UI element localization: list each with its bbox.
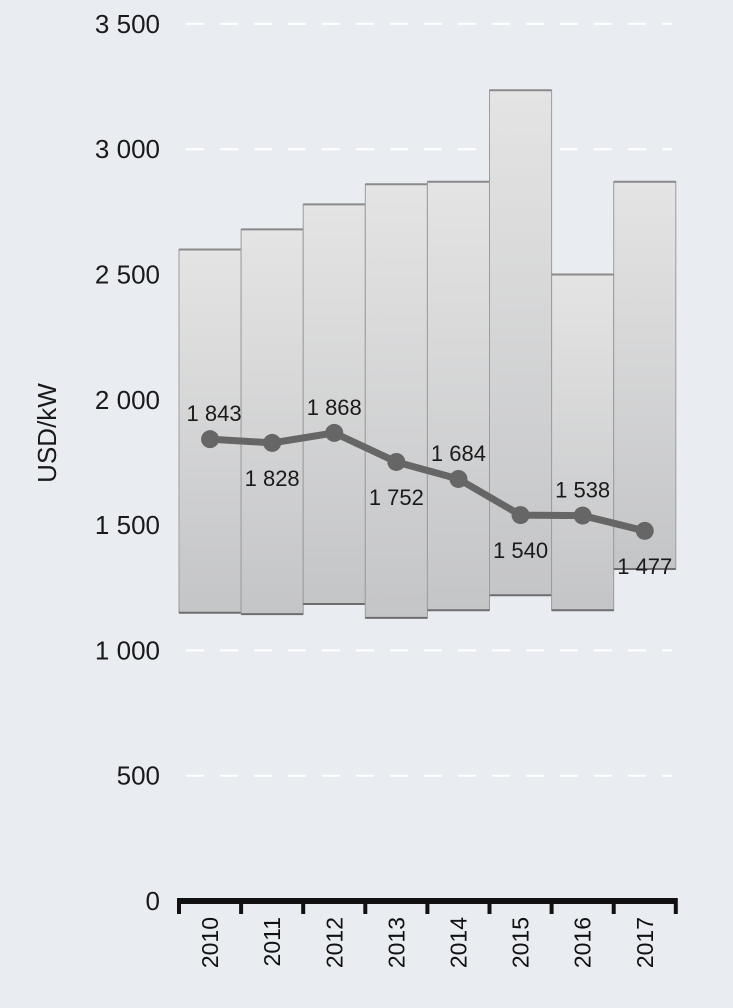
average-line — [206, 429, 649, 535]
data-label: 1 538 — [555, 478, 610, 503]
line-point — [449, 469, 468, 488]
range-bar — [302, 203, 366, 605]
average-line-series — [201, 423, 654, 540]
range-bars — [178, 89, 677, 619]
data-label: 1 828 — [245, 466, 300, 491]
x-tick-label: 2013 — [383, 917, 409, 968]
line-point — [511, 506, 530, 525]
data-labels: 1 843 1 828 1 868 1 752 1 684 1 540 1 538 1 477 — [187, 395, 673, 579]
line-point — [201, 430, 220, 449]
line-point — [325, 423, 344, 442]
x-tick-label: 2017 — [632, 917, 658, 968]
data-label: 1 540 — [493, 538, 548, 563]
data-label: 1 843 — [187, 401, 242, 426]
x-tick-label: 2016 — [570, 917, 596, 968]
line-point — [263, 433, 282, 452]
y-axis-title: USD/kW — [32, 383, 62, 483]
data-label: 1 477 — [617, 554, 672, 579]
data-label: 1 752 — [369, 485, 424, 510]
x-tick-label: 2011 — [259, 917, 285, 966]
x-tick-label: 2014 — [445, 917, 471, 968]
y-tick-label: 2 000 — [95, 385, 160, 415]
x-tick-label: 2012 — [321, 917, 347, 968]
y-tick-label: 3 500 — [95, 9, 160, 39]
range-bar — [364, 183, 428, 619]
range-bar — [240, 228, 304, 615]
y-tick-label: 0 — [146, 886, 160, 916]
range-bar — [613, 181, 677, 570]
data-label: 1 868 — [307, 395, 362, 420]
x-axis: 2010 2011 2012 2013 2014 2015 2016 2017 — [177, 898, 678, 968]
y-tick-label: 500 — [117, 761, 160, 791]
range-bar — [551, 274, 615, 611]
range-bar — [426, 181, 490, 611]
line-point — [387, 452, 406, 471]
data-label: 1 684 — [431, 441, 486, 466]
y-tick-labels: 0 500 1 000 1 500 2 000 2 500 3 000 3 500 — [95, 9, 160, 916]
y-tick-label: 2 500 — [95, 260, 160, 290]
line-point — [573, 506, 592, 525]
y-tick-label: 1 000 — [95, 635, 160, 665]
y-tick-label: 1 500 — [95, 510, 160, 540]
x-tick-label: 2010 — [197, 917, 223, 968]
y-tick-label: 3 000 — [95, 134, 160, 164]
line-point — [635, 521, 654, 540]
x-tick-label: 2015 — [508, 917, 534, 968]
